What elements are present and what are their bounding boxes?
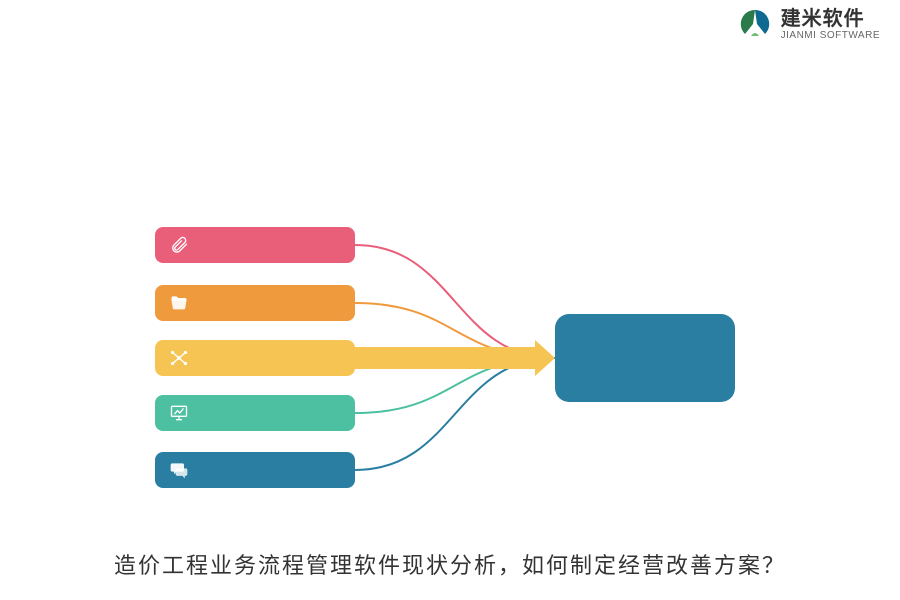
caption-text: 造价工程业务流程管理软件现状分析，如何制定经营改善方案？	[0, 548, 900, 580]
flow-diagram	[0, 210, 900, 510]
brand-name-cn: 建米软件	[781, 8, 880, 30]
chat-icon	[167, 458, 191, 482]
bar-network	[155, 340, 355, 376]
brand-name-en: JIANMI SOFTWARE	[781, 30, 880, 41]
bar-attachment	[155, 227, 355, 263]
bar-folder	[155, 285, 355, 321]
bar-chat	[155, 452, 355, 488]
brand-logo: 建米软件 JIANMI SOFTWARE	[737, 6, 880, 42]
bar-board	[155, 395, 355, 431]
flow-arrow-head	[535, 340, 555, 376]
brand-logo-icon	[737, 6, 773, 42]
brand-logo-text: 建米软件 JIANMI SOFTWARE	[781, 8, 880, 41]
paperclip-icon	[167, 233, 191, 257]
network-icon	[167, 346, 191, 370]
target-node	[555, 314, 735, 402]
board-icon	[167, 401, 191, 425]
flow-arrow	[355, 347, 535, 369]
folder-icon	[167, 291, 191, 315]
